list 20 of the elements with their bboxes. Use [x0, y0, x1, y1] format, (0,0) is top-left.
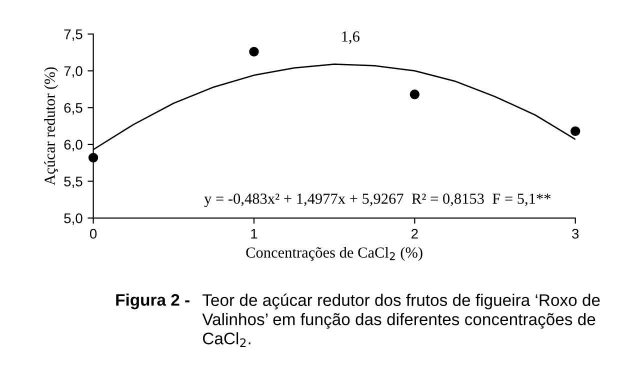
text: Teor de açúcar redutor dos frutos de figueira ‘Roxo de Valinhos’ em função das diferentes concentrações de CaCl$_{2}$.: [202, 294, 600, 347]
annotation: 1,6: [342, 31, 360, 44]
point: [249, 46, 259, 57]
y-axis-title: Açúcar redutor (%): [44, 67, 58, 186]
y-tick-label: 7,0: [64, 66, 82, 78]
point: [88, 152, 98, 163]
point: [570, 126, 580, 136]
x-tick-label: 1: [251, 228, 258, 239]
point: [410, 90, 420, 100]
x-tick-label: 0: [90, 228, 97, 239]
y-tick-label: 5,0: [64, 213, 82, 225]
text: Figura 2 -: [116, 294, 190, 310]
x-tick-label: 3: [572, 228, 579, 239]
annotation: y = -0,483x² + 1,4977x + 5,9267 R² = 0,8153 F = 5,1**: [204, 194, 551, 207]
x-axis-title: Concentrações de CaCl$_{2}$ (%): [246, 246, 422, 261]
y-tick-label: 6,0: [64, 140, 82, 152]
y-tick-label: 5,5: [64, 176, 82, 188]
y-tick-label: 7,5: [64, 30, 82, 41]
x-tick-label: 2: [412, 228, 418, 239]
y-tick-label: 6,5: [64, 102, 82, 114]
